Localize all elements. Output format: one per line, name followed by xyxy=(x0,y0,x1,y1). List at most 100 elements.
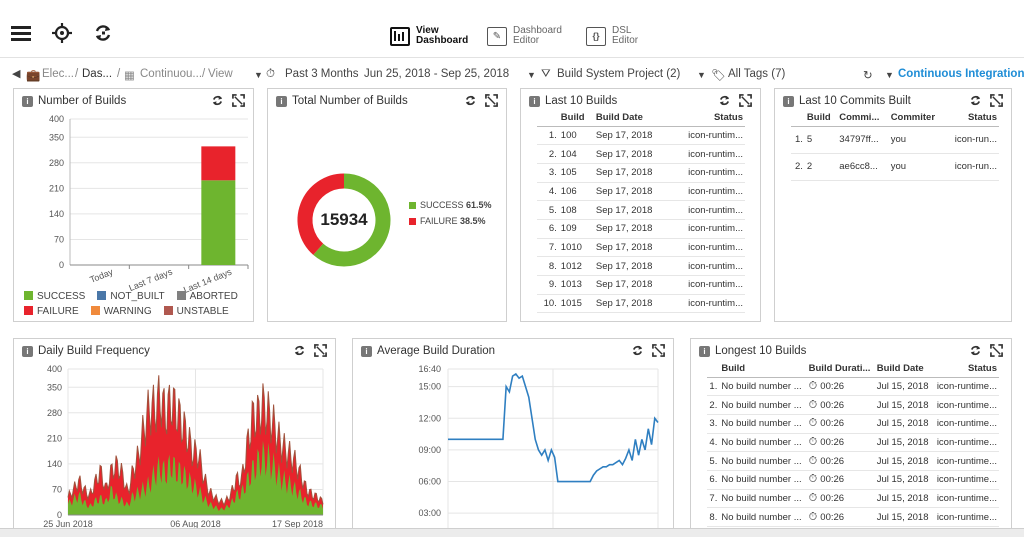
tags-filter[interactable]: All Tags (7) xyxy=(728,68,786,80)
info-icon[interactable]: i xyxy=(699,345,710,357)
view-dashboard-button[interactable]: View Dashboard xyxy=(390,26,476,46)
refresh-icon[interactable] xyxy=(718,94,731,107)
info-icon[interactable]: i xyxy=(783,95,794,107)
legend-item-unstable[interactable]: UNSTABLE xyxy=(163,306,229,317)
legend-item-not-built[interactable]: NOT_BUILT xyxy=(97,291,165,302)
info-icon[interactable]: i xyxy=(361,345,372,357)
stopwatch-icon: ⏱ xyxy=(808,491,821,504)
column-header[interactable]: Build Durati... xyxy=(806,361,875,378)
table-row[interactable]: 10. 1015 Sep 17, 2018 icon-runtim... xyxy=(537,294,745,314)
breadcrumb-item-2[interactable]: Das... xyxy=(82,68,113,80)
back-arrow-icon[interactable]: ◀ xyxy=(12,68,21,80)
expand-icon[interactable] xyxy=(739,94,752,107)
table-row[interactable]: 7. 1010 Sep 17, 2018 icon-runtim... xyxy=(537,238,745,258)
refresh-icon[interactable] xyxy=(969,94,982,107)
table-row[interactable]: 4. No build number ... ⏱ 00:26 Jul 15, 2018… xyxy=(707,433,999,453)
legend-item-failure[interactable]: FAILURE xyxy=(24,306,79,317)
table-row[interactable]: 8. No build number ... ⏱ 00:26 Jul 15, 2018… xyxy=(707,507,999,527)
table-row[interactable]: 1. 5 34797ff... you icon-run... xyxy=(791,126,999,154)
failure-percent: 38.5% xyxy=(460,216,486,226)
chevron-down-icon[interactable]: ▼ xyxy=(254,70,263,80)
table-cell: icon-runtime... xyxy=(932,489,999,509)
chevron-down-icon[interactable]: ▼ xyxy=(527,70,536,80)
table-row[interactable]: 3. No build number ... ⏱ 00:26 Jul 15, 2018… xyxy=(707,414,999,434)
table-row[interactable]: 5. 108 Sep 17, 2018 icon-runtim... xyxy=(537,200,745,220)
row-index: 7. xyxy=(537,238,559,258)
table-row[interactable]: 7. No build number ... ⏱ 00:26 Jul 15, 2018… xyxy=(707,489,999,509)
table-row[interactable]: 6. No build number ... ⏱ 00:26 Jul 15, 2018… xyxy=(707,470,999,490)
refresh-icon[interactable]: ↻ xyxy=(863,70,873,82)
panel-title: Daily Build Frequency xyxy=(38,345,150,357)
refresh-icon[interactable] xyxy=(631,344,644,357)
expand-icon[interactable] xyxy=(232,94,245,107)
table-cell: icon-runtim... xyxy=(670,219,745,239)
legend-item-success[interactable]: SUCCESS xyxy=(24,291,85,302)
column-header[interactable]: Build xyxy=(719,361,807,378)
expand-icon[interactable] xyxy=(314,344,327,357)
panel-title: Last 10 Builds xyxy=(545,95,618,107)
column-header[interactable]: Build xyxy=(804,110,838,127)
legend-item-success[interactable]: SUCCESS 61.5% xyxy=(409,200,492,210)
dsl-editor-button[interactable]: {} DSL Editor xyxy=(586,26,672,46)
expand-icon[interactable] xyxy=(990,94,1003,107)
date-range[interactable]: Jun 25, 2018 - Sep 25, 2018 xyxy=(364,68,510,80)
refresh-icon[interactable] xyxy=(969,344,982,357)
table-cell: Jul 15, 2018 xyxy=(874,470,933,490)
table-row[interactable]: 1. No build number ... ⏱ 00:26 Jul 15, 2018… xyxy=(707,377,999,397)
time-range-select[interactable]: Past 3 Months xyxy=(285,68,359,80)
pipeline-select[interactable]: Continuous Integration xyxy=(898,68,1024,80)
table-row[interactable]: 8. 1012 Sep 17, 2018 icon-runtim... xyxy=(537,256,745,276)
chevron-down-icon[interactable]: ▼ xyxy=(885,70,894,80)
expand-icon[interactable] xyxy=(990,344,1003,357)
expand-icon[interactable] xyxy=(485,94,498,107)
table-cell: Jul 15, 2018 xyxy=(874,414,933,434)
legend-item-warning[interactable]: WARNING xyxy=(90,306,152,317)
column-header[interactable]: Build Date xyxy=(593,110,671,127)
table-row[interactable]: 2. 104 Sep 17, 2018 icon-runtim... xyxy=(537,144,745,164)
table-row[interactable]: 1. 100 Sep 17, 2018 icon-runtim... xyxy=(537,126,745,146)
info-icon[interactable]: i xyxy=(22,95,33,107)
legend-item-aborted[interactable]: ABORTED xyxy=(176,291,238,302)
breadcrumb-item-4[interactable]: View xyxy=(208,68,233,80)
legend-item-failure[interactable]: FAILURE 38.5% xyxy=(409,216,492,226)
grid-icon: ▦ xyxy=(124,70,135,82)
hamburger-menu-icon[interactable] xyxy=(10,22,32,44)
table-row[interactable]: 2. No build number ... ⏱ 00:26 Jul 15, 2018… xyxy=(707,395,999,415)
table-row[interactable]: 5. No build number ... ⏱ 00:26 Jul 15, 2018… xyxy=(707,451,999,471)
breadcrumb-item-3[interactable]: Continuou... xyxy=(140,68,203,80)
refresh-icon[interactable] xyxy=(464,94,477,107)
table-row[interactable]: 3. 105 Sep 17, 2018 icon-runtim... xyxy=(537,163,745,183)
row-index: 10. xyxy=(537,294,559,314)
refresh-cycle-icon[interactable] xyxy=(92,22,114,44)
refresh-icon[interactable] xyxy=(211,94,224,107)
column-header[interactable]: Build Date xyxy=(874,361,933,378)
y-tick-label: 350 xyxy=(49,132,64,142)
stopwatch-icon: ⏱ xyxy=(808,398,821,411)
expand-icon[interactable] xyxy=(652,344,665,357)
dashboard-editor-button[interactable]: ✎ Dashboard Editor xyxy=(487,26,573,46)
crosshair-icon[interactable] xyxy=(51,22,73,44)
info-icon[interactable]: i xyxy=(529,95,540,107)
info-icon[interactable]: i xyxy=(276,95,287,107)
status-bar xyxy=(0,528,1024,537)
column-header[interactable]: Status xyxy=(932,361,999,378)
column-header[interactable]: Commi... xyxy=(837,110,889,127)
table-row[interactable]: 4. 106 Sep 17, 2018 icon-runtim... xyxy=(537,182,745,202)
column-header[interactable]: Commiter xyxy=(888,110,946,127)
table-row[interactable]: 2. 2 ae6cc8... you icon-run... xyxy=(791,153,999,181)
table-cell: Sep 17, 2018 xyxy=(593,144,671,164)
table-cell: icon-runtime... xyxy=(932,470,999,490)
info-icon[interactable]: i xyxy=(22,345,33,357)
refresh-icon[interactable] xyxy=(293,344,306,357)
project-filter[interactable]: Build System Project (2) xyxy=(557,68,681,80)
breadcrumb-item-1[interactable]: Elec... xyxy=(42,68,74,80)
chevron-down-icon[interactable]: ▼ xyxy=(697,70,706,80)
line-failure xyxy=(67,375,324,507)
column-header[interactable]: Status xyxy=(945,110,999,127)
column-header[interactable]: Build xyxy=(558,110,594,127)
table-row[interactable]: 9. 1013 Sep 17, 2018 icon-runtim... xyxy=(537,275,745,295)
table-cell: 104 xyxy=(558,144,594,164)
table-cell: icon-runtim... xyxy=(670,182,745,202)
table-row[interactable]: 6. 109 Sep 17, 2018 icon-runtim... xyxy=(537,219,745,239)
column-header[interactable]: Status xyxy=(670,110,745,127)
